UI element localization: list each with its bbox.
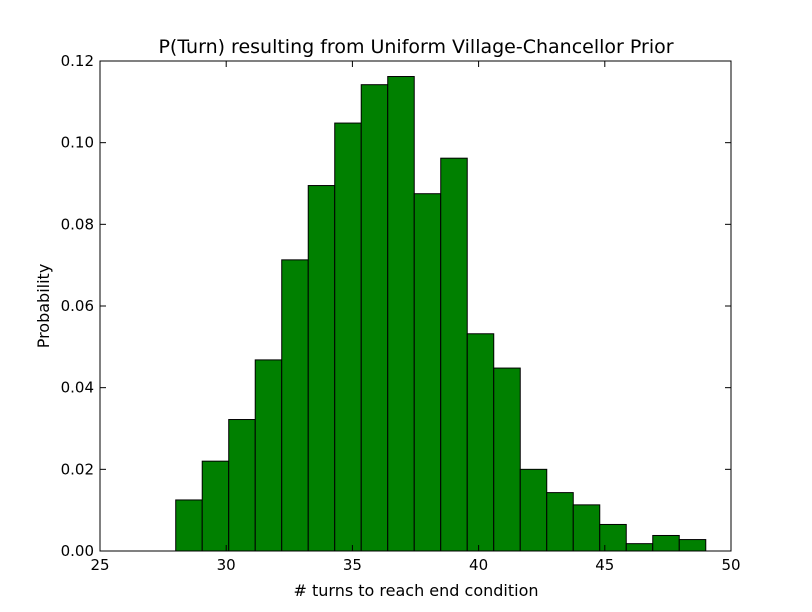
y-tick-label: 0.04 [61,379,94,397]
histogram-bar [625,543,654,552]
histogram-bar [281,259,309,552]
x-tick-label: 45 [595,556,614,574]
y-tick-label: 0.02 [61,460,94,478]
histogram-bar [546,492,574,552]
histogram-bar [678,539,707,552]
x-tick-label: 25 [90,556,109,574]
histogram-bar [572,504,601,552]
histogram-bar [387,76,415,552]
x-axis-label: # turns to reach end condition [293,581,538,600]
histogram-bar [652,534,680,552]
histogram-bar [413,193,442,552]
x-tick-label: 30 [217,556,236,574]
chart-title: P(Turn) resulting from Uniform Village-C… [158,36,673,58]
x-tick-label: 35 [343,556,362,574]
y-tick-label: 0.10 [61,134,94,152]
histogram-bar [466,333,495,552]
histogram-bar [334,122,362,552]
histogram-bar [360,84,389,552]
y-tick-label: 0.00 [61,542,94,560]
histogram-bar [254,359,283,552]
histogram-bar [599,523,627,552]
histogram-bar [175,499,203,552]
histogram-bar [519,468,548,552]
histogram-bar [493,367,521,552]
x-tick-label: 40 [469,556,488,574]
histogram-bar [228,419,256,552]
plot-frame [99,60,732,552]
y-axis-label: Probability [34,264,53,349]
histogram-bar [440,157,468,552]
y-tick-label: 0.06 [61,297,94,315]
ticks-group: 25 30 35 40 45 50 0.00 0.02 0.04 0.06 0.08 0.10 0.12 [61,52,741,574]
x-tick-label: 50 [721,556,740,574]
histogram-bar [307,185,336,552]
bars-group [175,76,707,552]
y-tick-label: 0.12 [61,52,94,70]
histogram-bar [201,460,230,552]
y-tick-label: 0.08 [61,215,94,233]
